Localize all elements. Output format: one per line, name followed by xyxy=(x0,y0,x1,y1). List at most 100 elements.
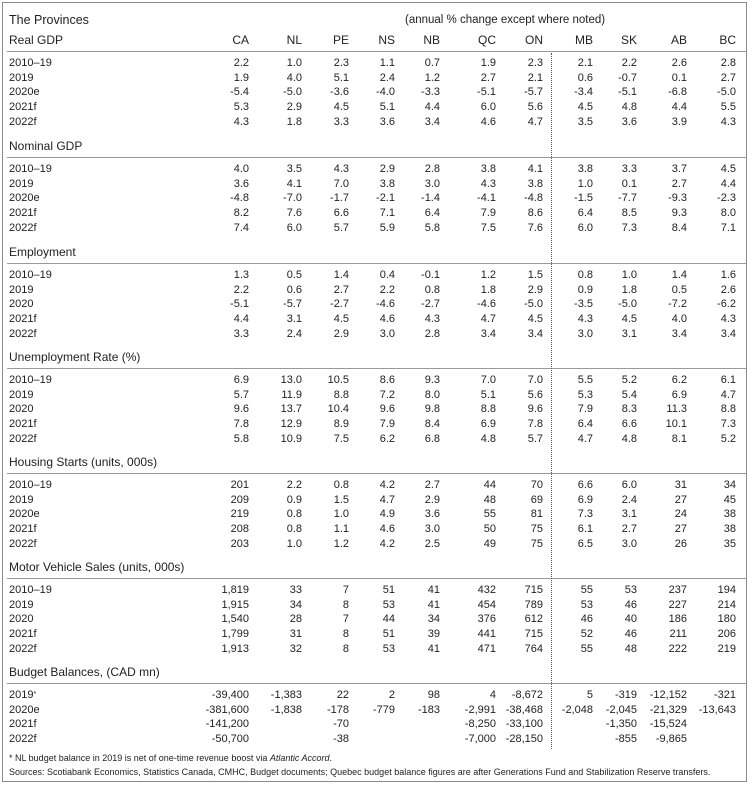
table-cell: -1,838 xyxy=(270,703,302,716)
table-cell: 24 xyxy=(674,508,687,521)
table-cell: -5.1 xyxy=(230,298,249,311)
table-cell: 2.6 xyxy=(671,57,687,69)
row-label-text: 2019 xyxy=(9,493,34,506)
table-cell: 3.6 xyxy=(621,115,637,128)
table-cell: 2.1 xyxy=(527,71,543,84)
table-cell: 4.3 xyxy=(424,313,440,326)
table-cell: 0.5 xyxy=(671,283,687,296)
table-cell: 3.8 xyxy=(577,163,593,175)
table-cell: 3.4 xyxy=(720,327,736,340)
table-cell: -38,468 xyxy=(505,703,543,716)
table-cell: 4.6 xyxy=(480,115,496,128)
table-cell: 6.9 xyxy=(480,418,496,431)
table-cell: 53 xyxy=(580,598,593,611)
table-cell: 5.7 xyxy=(333,221,349,234)
section-title: Housing Starts (units, 000s) xyxy=(9,455,158,469)
table-cell: 5.6 xyxy=(527,101,543,114)
table-cell: 4.4 xyxy=(233,313,249,326)
table-cell: 6.9 xyxy=(233,374,249,386)
table-title: The Provinces xyxy=(9,13,89,27)
table-cell: 9.6 xyxy=(379,403,395,416)
table-cell: 6.0 xyxy=(480,101,496,114)
table-cell: -7.0 xyxy=(283,192,302,205)
row-label: 2019 xyxy=(9,177,33,192)
table-cell: 27 xyxy=(674,493,687,506)
table-cell: 0.8 xyxy=(333,479,349,491)
table-cell: 8.1 xyxy=(671,432,687,445)
table-cell: 10.1 xyxy=(665,418,687,431)
table-cell: 3.6 xyxy=(424,508,440,521)
table-cell: -7.2 xyxy=(668,298,687,311)
table-cell: 11.3 xyxy=(666,403,687,416)
table-cell: 219 xyxy=(230,508,249,521)
table-row: 2022f 203 1.0 1.2 4.2 2.5 49 75 6.5 3.0 26 35 xyxy=(3,537,748,552)
row-label: 2020 xyxy=(9,402,33,417)
table-cell: 7.0 xyxy=(527,374,543,386)
table-cell: 38 xyxy=(723,508,736,521)
table-cell: 34 xyxy=(723,479,736,491)
table-cell: -2,991 xyxy=(464,703,496,716)
table-cell: 8.8 xyxy=(720,403,736,416)
section-header: Budget Balances, (CAD mn) xyxy=(3,665,748,680)
row-label-text: 2021f xyxy=(9,628,37,641)
table-cell: 0.8 xyxy=(286,508,302,521)
table-cell: 0.7 xyxy=(424,57,440,69)
table-cell: -8,672 xyxy=(511,689,543,701)
table-cell: 9.6 xyxy=(233,403,249,416)
section-rule xyxy=(7,578,746,579)
table-cell: 7.0 xyxy=(480,374,496,386)
table-cell: 33 xyxy=(289,584,302,596)
table-cell: 1.9 xyxy=(233,71,249,84)
table-cell: -321 xyxy=(713,689,736,701)
table-cell: -183 xyxy=(417,703,440,716)
table-cell: 1,540 xyxy=(221,613,249,626)
table-cell: 7.6 xyxy=(286,207,302,220)
table-cell: 3.3 xyxy=(621,163,637,175)
section-rule xyxy=(7,263,746,264)
table-cell: 3.3 xyxy=(233,327,249,340)
table-cell: -319 xyxy=(614,689,637,701)
column-header: AB xyxy=(670,33,687,47)
table-cell: -1.4 xyxy=(421,192,440,205)
table-row: 2010–19 1.3 0.5 1.4 0.4 -0.1 1.2 1.5 0.8 1.0 1.4 1.… xyxy=(3,268,748,283)
table-cell: -3.5 xyxy=(574,298,593,311)
table-cell: 376 xyxy=(477,613,496,626)
table-cell: 1,913 xyxy=(221,642,249,655)
table-row: 2021f 5.3 2.9 4.5 5.1 4.4 6.0 5.6 4.5 4.8 4.4 5.5 xyxy=(3,100,748,115)
table-cell: 4.3 xyxy=(720,115,736,128)
table-cell: 7 xyxy=(342,584,349,596)
table-cell: 1.0 xyxy=(621,269,637,281)
table-cell: -4.1 xyxy=(477,192,496,205)
table-cell: -7.7 xyxy=(618,192,637,205)
section-rule xyxy=(7,473,746,474)
table-cell: 52 xyxy=(580,628,593,641)
sources-note: Sources: Scotiabank Economics, Statistic… xyxy=(9,767,711,777)
table-cell: 715 xyxy=(524,628,543,641)
table-cell: 8 xyxy=(342,642,349,655)
section-rule xyxy=(7,368,746,369)
section-title: Motor Vehicle Sales (units, 000s) xyxy=(9,560,185,574)
table-cell: 4.3 xyxy=(333,163,349,175)
table-cell: 53 xyxy=(624,584,637,596)
table-cell: 5.8 xyxy=(424,221,440,234)
table-cell: 2.7 xyxy=(424,479,440,491)
table-cell: 2.6 xyxy=(720,283,736,296)
table-cell: -12,152 xyxy=(649,689,687,701)
table-cell: 2.8 xyxy=(424,163,440,175)
table-cell: 6.9 xyxy=(671,388,687,401)
row-label-text: 2020e xyxy=(9,703,40,716)
table-cell: 9.6 xyxy=(527,403,543,416)
table-cell: -2.7 xyxy=(330,298,349,311)
table-row: 2021f 7.8 12.9 8.9 7.9 8.4 6.9 7.8 6.4 6.6 10.1 7.3 xyxy=(3,417,748,432)
table-cell: 4.7 xyxy=(720,388,736,401)
table-cell: 8.6 xyxy=(527,207,543,220)
table-cell: 34 xyxy=(427,613,440,626)
table-cell: 4.1 xyxy=(286,177,302,190)
table-cell: 214 xyxy=(717,598,736,611)
row-label-text: 2019 xyxy=(9,177,34,190)
row-label-text: 2020 xyxy=(9,613,34,626)
row-label: 2022f xyxy=(9,115,37,130)
table-cell: 53 xyxy=(382,598,395,611)
table-cell: 5.9 xyxy=(379,221,395,234)
table-cell: 5.3 xyxy=(233,101,249,114)
